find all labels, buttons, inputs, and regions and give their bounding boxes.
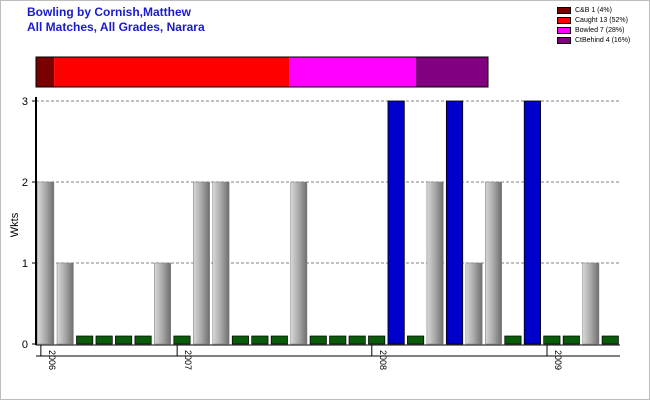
bar-wickets	[445, 100, 464, 345]
dismissal-segment-ctbehind	[415, 57, 488, 87]
legend: C&B 1 (4%) Caught 13 (52%) Bowled 7 (28%…	[557, 5, 630, 45]
bar-zero	[95, 335, 113, 345]
bar-wickets	[485, 181, 502, 345]
bar-zero	[173, 335, 191, 345]
chart-title: Bowling by Cornish,Matthew	[27, 5, 191, 19]
bar-zero	[368, 335, 386, 345]
bar-wickets	[523, 100, 541, 345]
bar-zero	[504, 335, 522, 345]
legend-item-ctbehind: CtBehind 4 (16%)	[557, 35, 630, 45]
dismissal-segment-caught	[54, 57, 290, 87]
bars	[37, 100, 619, 345]
y-tick-label: 0	[22, 339, 28, 351]
bar-wickets	[56, 262, 74, 345]
axes	[35, 97, 620, 357]
y-tick-label: 3	[22, 96, 28, 108]
bar-zero	[134, 335, 152, 345]
y-tick-label: 2	[22, 177, 28, 189]
dismissal-segment-bowled	[289, 57, 416, 87]
legend-item-caught: Caught 13 (52%)	[557, 15, 630, 25]
y-axis-label: Wkts	[9, 212, 21, 237]
x-tick-label: 2008	[378, 350, 388, 370]
bar-zero	[601, 335, 619, 345]
bar-zero	[231, 335, 249, 345]
bar-zero	[407, 335, 425, 345]
bar-wickets	[290, 181, 308, 345]
grid-lines	[36, 100, 620, 264]
bar-zero	[543, 335, 561, 345]
x-ticks: 2006 2007 2008 2009	[40, 345, 563, 370]
bar-zero	[76, 335, 94, 345]
legend-item-cb: C&B 1 (4%)	[557, 5, 630, 15]
bar-wickets	[212, 181, 230, 345]
bar-zero	[115, 335, 133, 345]
legend-swatch-cb	[557, 6, 571, 14]
bar-wickets	[193, 181, 210, 345]
bar-zero	[562, 335, 580, 345]
legend-swatch-caught	[557, 16, 571, 24]
bar-zero	[348, 335, 366, 345]
bar-zero	[329, 335, 347, 345]
y-ticks: 0 1 2 3	[22, 96, 36, 351]
legend-label-cb: C&B 1 (4%)	[575, 6, 612, 14]
bar-wickets	[465, 262, 483, 345]
x-tick-label: 2009	[553, 350, 563, 370]
bar-wickets	[426, 181, 444, 345]
x-tick-label: 2006	[47, 350, 57, 370]
dismissal-breakdown-bar	[35, 56, 489, 88]
legend-label-caught: Caught 13 (52%)	[575, 16, 628, 24]
bar-zero	[270, 335, 288, 345]
legend-swatch-ctbehind	[557, 36, 571, 44]
x-tick-label: 2007	[183, 350, 193, 370]
dismissal-bar-outline	[35, 56, 489, 88]
legend-swatch-bowled	[557, 26, 571, 34]
bar-wickets	[154, 262, 171, 345]
legend-label-bowled: Bowled 7 (28%)	[575, 26, 625, 34]
y-tick-label: 1	[22, 258, 28, 270]
bar-zero	[251, 335, 269, 345]
bar-zero	[309, 335, 327, 345]
chart-subtitle: All Matches, All Grades, Narara	[27, 20, 205, 34]
bar-wickets	[37, 181, 55, 345]
legend-label-ctbehind: CtBehind 4 (16%)	[575, 36, 631, 44]
bar-wickets	[582, 262, 600, 345]
dismissal-segment-cb	[36, 57, 55, 87]
legend-item-bowled: Bowled 7 (28%)	[557, 25, 630, 35]
bar-wickets	[387, 100, 405, 345]
